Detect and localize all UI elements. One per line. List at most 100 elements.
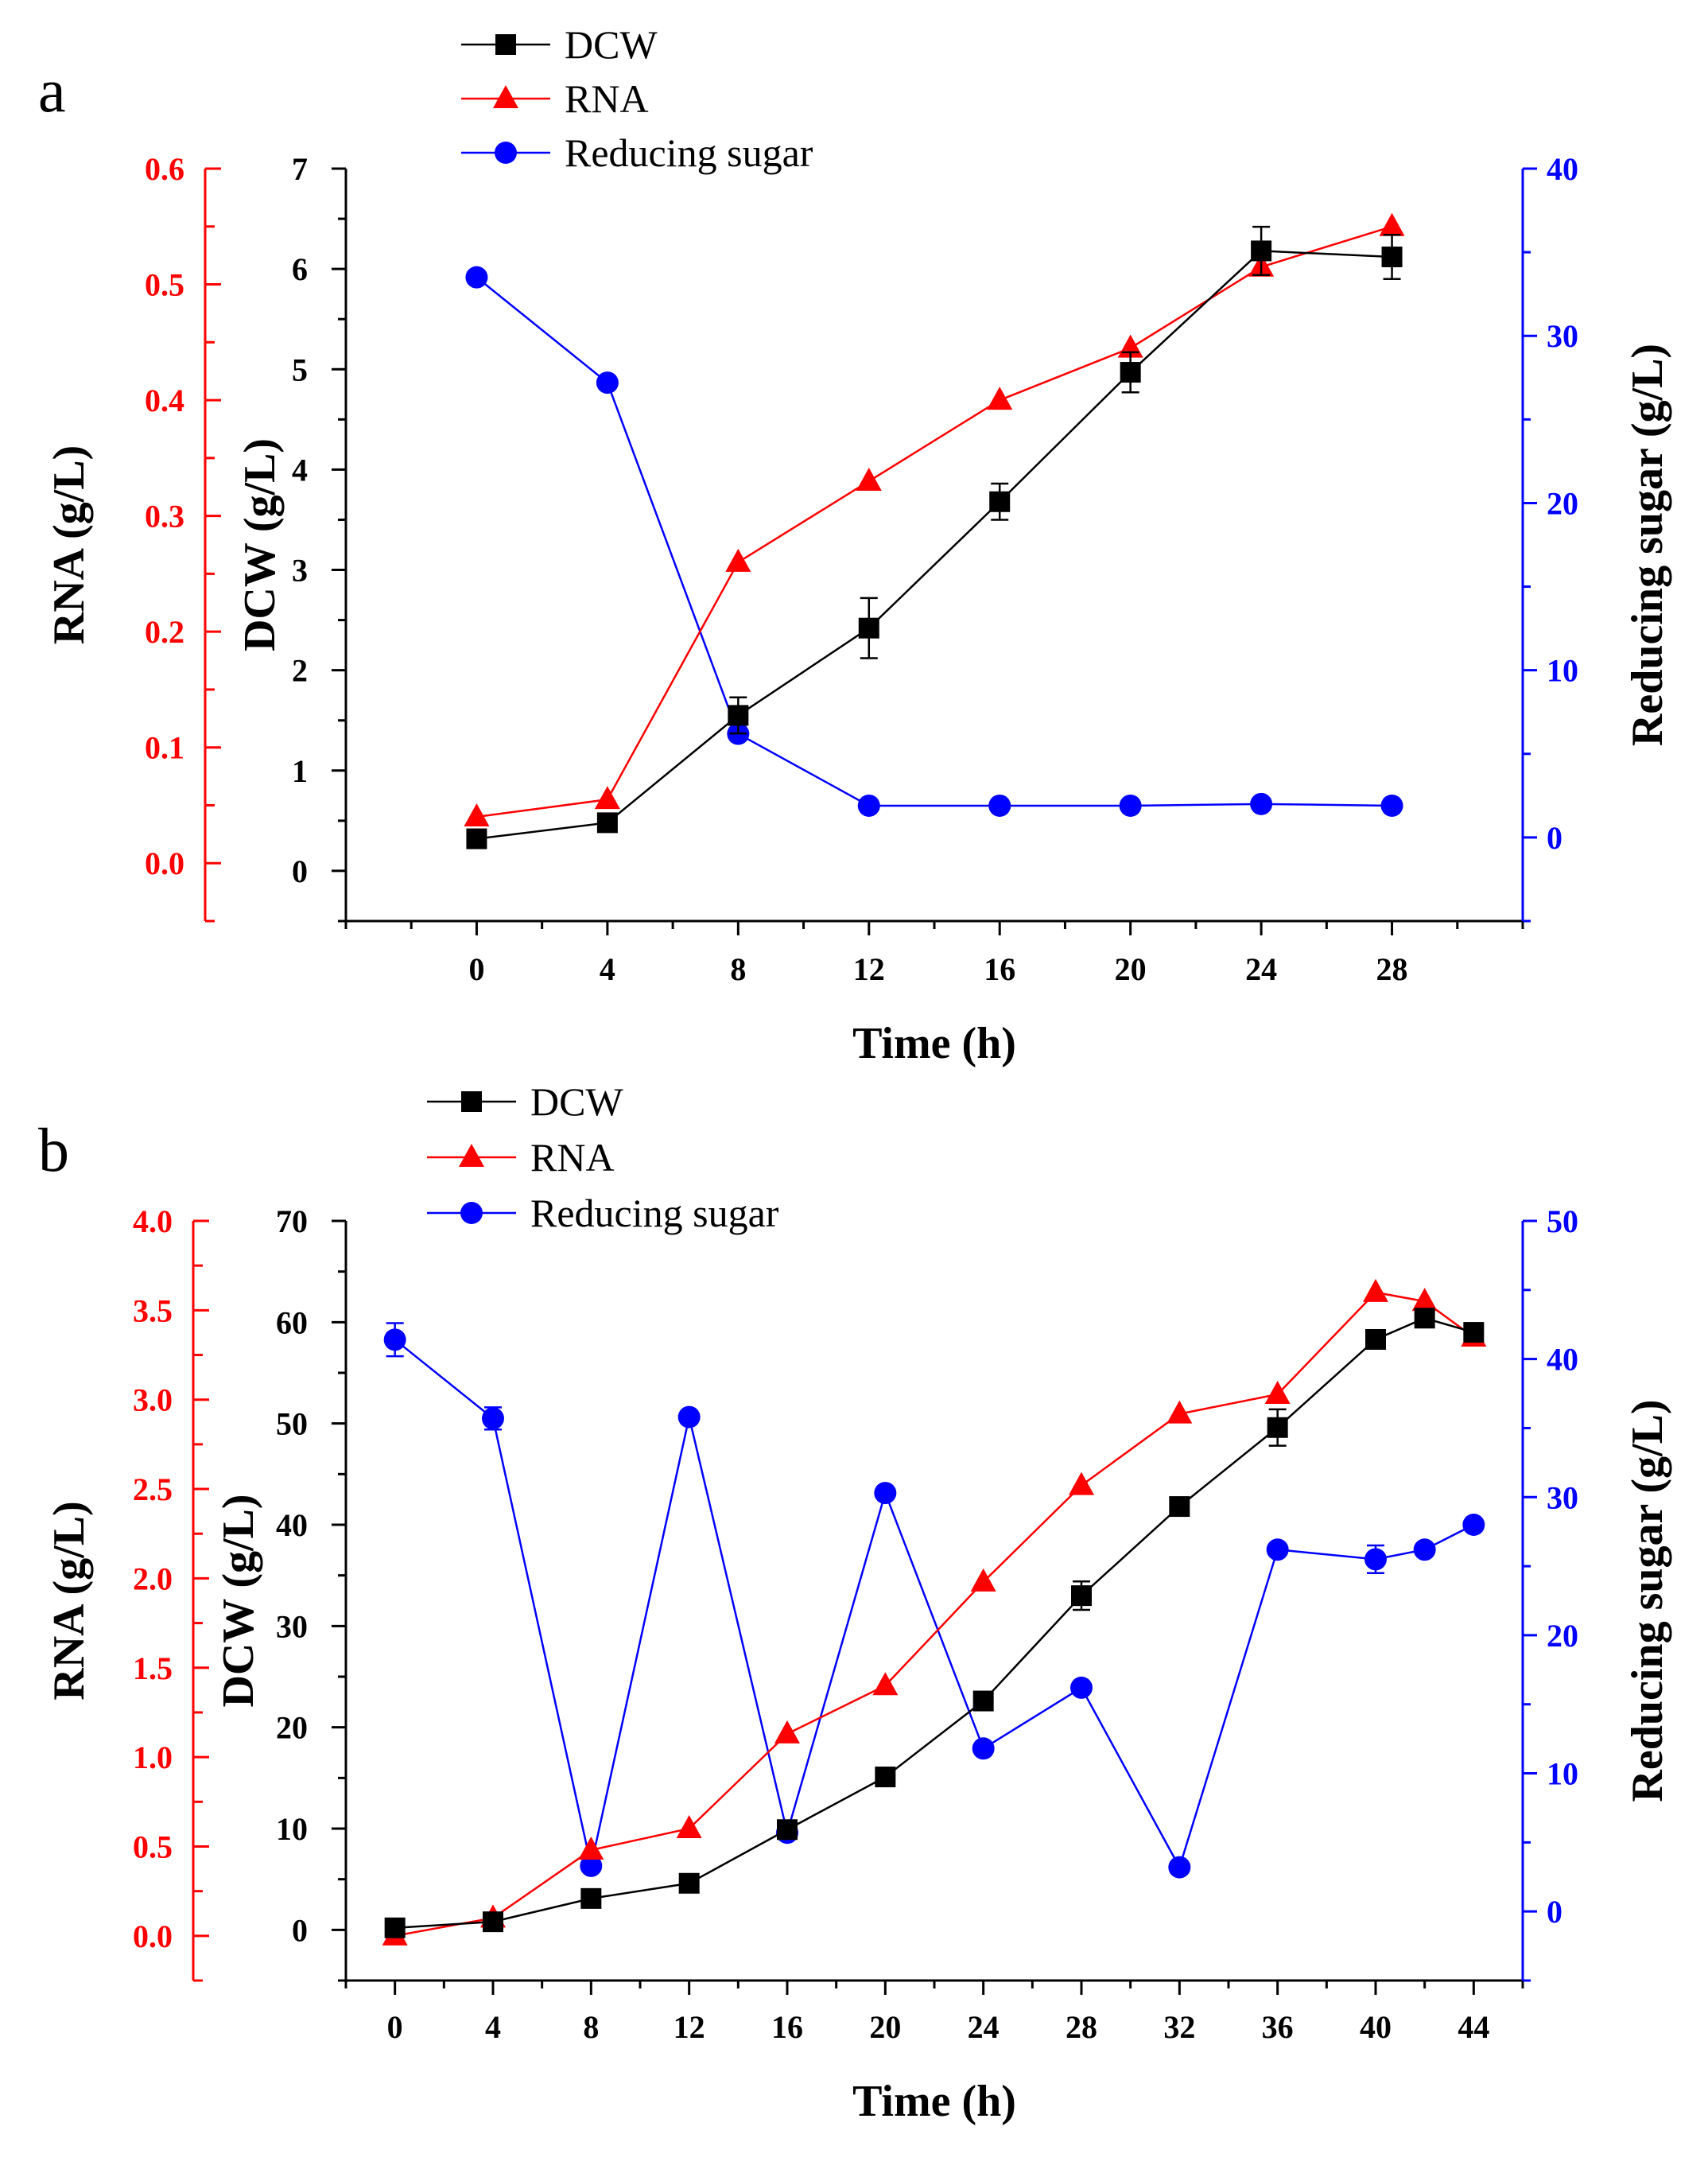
legend: DCW RNA Reducing sugar — [427, 1079, 779, 1235]
sugar-tick-label: 0 — [1547, 1894, 1562, 1930]
rna-axis-title: RNA (g/L) — [45, 1501, 94, 1700]
legend-rna-label: RNA — [530, 1135, 615, 1180]
x-tick-label: 20 — [1115, 951, 1147, 987]
x-tick-label: 8 — [583, 2009, 599, 2045]
dcw-point — [678, 1872, 700, 1894]
rna-point — [987, 387, 1013, 410]
rna-point — [1069, 1471, 1094, 1495]
dcw-tick-label: 1 — [292, 753, 308, 789]
rna-point — [1379, 212, 1405, 236]
rna-point — [594, 786, 620, 810]
legend-rna-marker — [459, 1144, 484, 1167]
rna-tick-label: 4.0 — [133, 1203, 173, 1239]
dcw-tick-label: 60 — [276, 1304, 308, 1340]
sugar-tick-label: 0 — [1547, 820, 1562, 856]
panel-b: b 0 4 8 12 16 20 24 28 32 36 40 44 Time (h) 0 10 20 30 40 5… — [38, 1079, 1672, 2126]
dcw-tick-label: 3 — [292, 553, 308, 589]
sugar-axis-title: Reducing sugar (g/L) — [1623, 1399, 1672, 1802]
dcw-tick-label: 4 — [292, 452, 308, 488]
rna-point — [856, 467, 882, 491]
sugar-point — [580, 1854, 603, 1877]
dcw-point — [1071, 1585, 1092, 1607]
rna-point — [872, 1672, 899, 1696]
rna-tick-label: 3.5 — [133, 1293, 173, 1328]
sugar-point — [874, 1482, 897, 1505]
rna-line — [394, 1291, 1475, 1938]
legend: DCW RNA Reducing sugar — [461, 22, 813, 175]
x-tick-label: 0 — [387, 2009, 403, 2045]
sugar-tick-label: 30 — [1547, 1479, 1578, 1515]
rna-tick-label: 2.5 — [133, 1471, 173, 1507]
dcw-tick-label: 0 — [292, 1912, 308, 1948]
sugar-point — [465, 266, 488, 289]
legend-dcw-marker — [461, 1091, 482, 1112]
dcw-point — [972, 1690, 994, 1712]
sugar-tick-label: 20 — [1547, 1618, 1578, 1654]
dcw-point — [777, 1819, 798, 1841]
legend-dcw-label: DCW — [530, 1079, 623, 1124]
dcw-point — [1463, 1322, 1485, 1343]
series-sugar — [383, 1322, 1485, 1879]
dcw-tick-label: 10 — [276, 1811, 308, 1847]
panel-label: b — [38, 1115, 69, 1184]
rna-point — [676, 1815, 702, 1838]
dcw-tick-label: 2 — [292, 653, 308, 689]
rna-tick-label: 0.0 — [145, 845, 184, 881]
rna-tick-label: 2.0 — [133, 1561, 173, 1596]
dcw-point — [1120, 362, 1141, 383]
sugar-point — [1380, 794, 1403, 817]
rna-tick-label: 0.0 — [133, 1918, 173, 1954]
sugar-point — [988, 794, 1011, 817]
legend-sugar-marker — [460, 1202, 483, 1224]
sugar-tick-label: 50 — [1547, 1203, 1578, 1239]
rna-tick-label: 0.6 — [145, 151, 184, 187]
rna-point — [1363, 1278, 1388, 1302]
sugar-line — [476, 276, 1392, 807]
legend-sugar-marker — [495, 142, 517, 164]
sugar-tick-label: 40 — [1547, 1342, 1578, 1378]
dcw-tick-label: 50 — [276, 1406, 308, 1442]
rna-tick-label: 1.0 — [133, 1740, 173, 1775]
dcw-tick-label: 0 — [292, 853, 308, 889]
dcw-tick-label: 70 — [276, 1203, 308, 1239]
sugar-point — [1364, 1548, 1387, 1571]
dcw-line — [476, 250, 1392, 840]
x-tick-label: 8 — [730, 951, 746, 987]
sugar-tick-label: 20 — [1547, 485, 1578, 521]
dcw-point — [1381, 246, 1403, 267]
dcw-tick-label: 40 — [276, 1507, 308, 1543]
rna-tick-label: 0.1 — [145, 730, 184, 766]
panel-label: a — [38, 56, 66, 125]
sugar-point — [596, 371, 619, 395]
legend-sugar-label: Reducing sugar — [530, 1191, 779, 1235]
legend-rna-label: RNA — [565, 76, 649, 121]
rna-tick-label: 0.5 — [145, 267, 184, 303]
rna-tick-label: 0.5 — [133, 1829, 173, 1864]
sugar-tick-label: 10 — [1547, 653, 1578, 689]
dcw-axis-title: DCW (g/L) — [235, 438, 285, 651]
series-dcw — [466, 225, 1403, 849]
dcw-tick-label: 30 — [276, 1608, 308, 1644]
rna-point — [464, 803, 490, 827]
x-tick-label: 4 — [600, 951, 615, 987]
sugar-point — [383, 1328, 406, 1351]
series-dcw — [384, 1308, 1485, 1938]
rna-line — [476, 225, 1392, 818]
sugar-point — [857, 794, 880, 817]
x-axis-title: Time (h) — [852, 2077, 1016, 2126]
rna-axis-title: RNA (g/L) — [45, 445, 94, 644]
x-tick-label: 16 — [984, 951, 1015, 987]
dcw-point — [580, 1887, 602, 1909]
dcw-point — [1169, 1496, 1190, 1518]
rna-point — [1411, 1288, 1438, 1312]
sugar-point — [482, 1407, 504, 1430]
sugar-line — [394, 1339, 1474, 1870]
x-tick-label: 16 — [771, 2009, 803, 2045]
dcw-point — [596, 812, 618, 834]
dcw-point — [875, 1767, 896, 1788]
rna-point — [1264, 1380, 1291, 1404]
sugar-point — [1413, 1538, 1436, 1561]
rna-point — [774, 1720, 800, 1743]
